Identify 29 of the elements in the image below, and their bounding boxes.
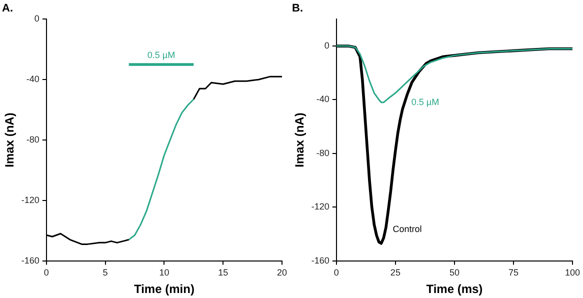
y-tick-label: -40 [316, 94, 330, 104]
y-axis-title: Imax (nA) [292, 112, 307, 168]
x-tick-label: 25 [390, 268, 400, 278]
y-tick-label: -160 [21, 255, 40, 266]
x-tick-label: 75 [508, 268, 518, 278]
y-tick-label: -80 [316, 148, 330, 158]
x-tick-label: 15 [218, 268, 228, 278]
y-tick-label: -80 [26, 134, 40, 144]
series-label: 0.5 µM [411, 96, 440, 107]
x-tick-label: 10 [159, 268, 170, 278]
series-label: 0.5 µM [147, 50, 176, 60]
x-axis-title: Time (ms) [426, 282, 483, 296]
y-tick-label: -40 [26, 74, 40, 84]
x-tick-label: 50 [449, 268, 460, 278]
y-tick-label: 0 [34, 14, 40, 24]
y-tick-label: -120 [21, 194, 40, 205]
y-tick-label: -160 [311, 255, 330, 266]
x-tick-label: 100 [564, 268, 580, 278]
y-tick-label: 0 [324, 40, 330, 51]
chart-title: B. [292, 2, 303, 15]
x-tick-label: 0 [334, 268, 339, 278]
chart-title: A. [2, 2, 13, 15]
x-tick-label: 5 [102, 268, 108, 278]
y-tick-label: -120 [311, 202, 330, 212]
y-axis-title: Imax (nA) [2, 112, 17, 168]
x-tick-label: 20 [276, 268, 287, 278]
x-tick-label: 0 [44, 268, 49, 278]
x-axis-title: Time (min) [134, 282, 194, 296]
series-label: Control [392, 224, 422, 234]
